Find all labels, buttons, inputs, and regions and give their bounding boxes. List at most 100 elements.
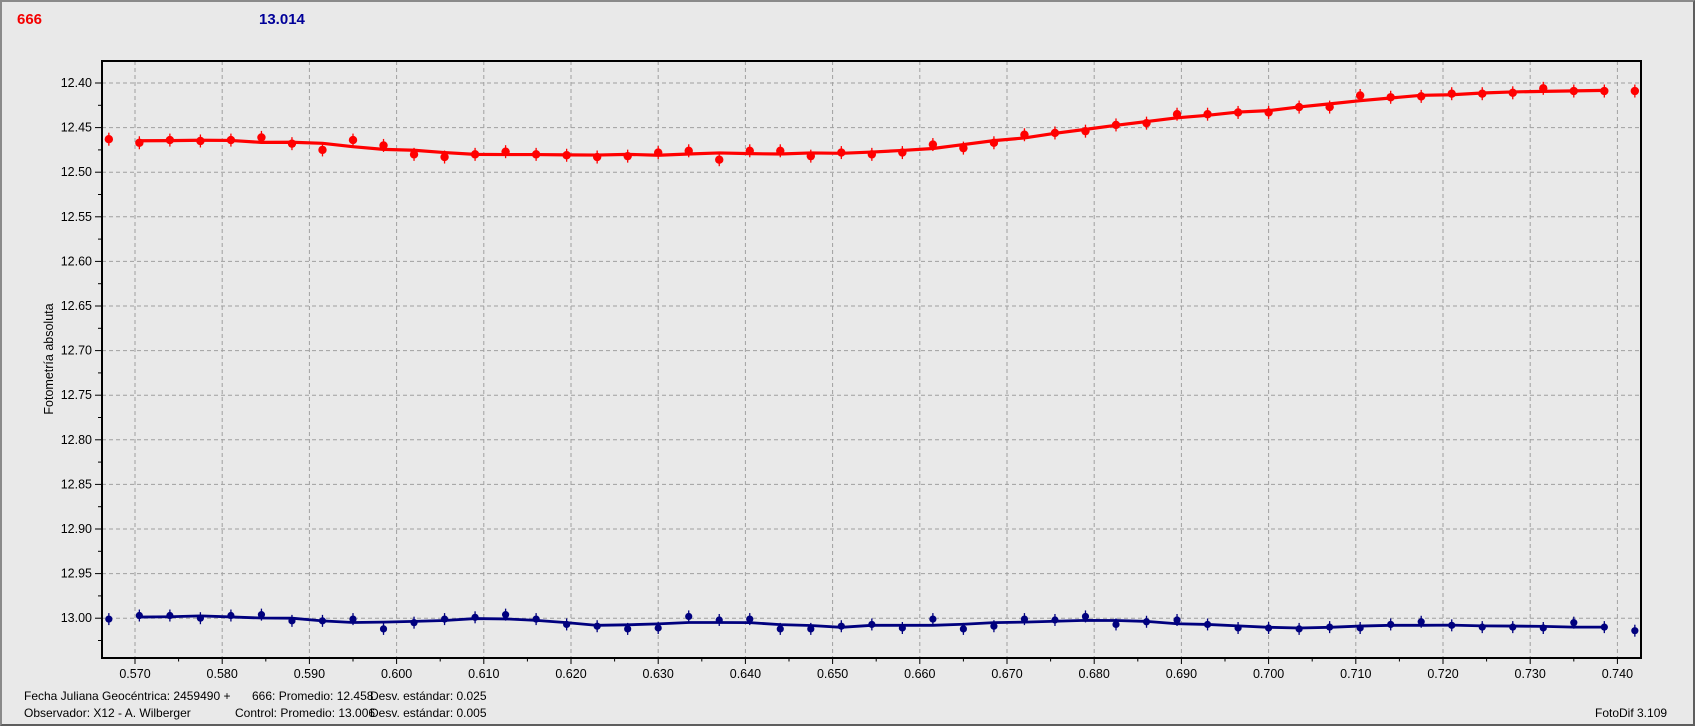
data-point-666: [562, 151, 571, 160]
svg-text:0.570: 0.570: [119, 667, 150, 681]
data-point-Control: [440, 615, 449, 623]
data-point-Control: [837, 622, 845, 630]
data-point-666: [1539, 84, 1548, 93]
svg-text:0.640: 0.640: [730, 667, 761, 681]
data-point-Control: [1265, 624, 1273, 632]
data-point-Control: [502, 611, 510, 619]
svg-text:0.680: 0.680: [1079, 667, 1110, 681]
svg-text:12.85: 12.85: [61, 477, 92, 491]
svg-text:0.740: 0.740: [1602, 667, 1633, 681]
data-point-Control: [990, 622, 998, 630]
svg-text:0.610: 0.610: [468, 667, 499, 681]
data-point-Control: [1173, 616, 1181, 624]
svg-text:0.730: 0.730: [1515, 667, 1546, 681]
data-point-666: [776, 146, 785, 155]
data-point-Control: [746, 615, 754, 623]
data-point-Control: [410, 619, 418, 627]
data-point-666: [1569, 86, 1579, 96]
data-point-666: [1142, 118, 1151, 128]
data-point-Control: [471, 613, 479, 621]
grid-lines: [102, 61, 1641, 658]
object-mean-label: 666: Promedio: 12.458: [252, 689, 374, 703]
data-point-Control: [1417, 618, 1425, 626]
svg-text:12.80: 12.80: [61, 433, 92, 447]
data-point-Control: [1570, 619, 1578, 627]
data-point-666: [1081, 126, 1090, 136]
control-mean-label: Control: Promedio: 13.006: [235, 706, 376, 720]
data-point-666: [104, 134, 114, 144]
svg-text:12.90: 12.90: [61, 522, 92, 536]
data-point-Control: [715, 616, 723, 624]
object-id-label: 666: [17, 11, 43, 28]
data-point-Control: [227, 611, 235, 620]
data-point-Control: [868, 620, 876, 629]
svg-text:12.45: 12.45: [61, 121, 92, 135]
data-point-Control: [1387, 620, 1395, 629]
data-point-666: [1203, 110, 1212, 119]
data-point-666: [501, 147, 510, 156]
data-point-666: [1172, 110, 1182, 119]
data-point-Control: [349, 615, 357, 623]
data-point-Control: [959, 625, 968, 633]
julian-date-label: Fecha Juliana Geocéntrica: 2459490 +: [24, 689, 231, 703]
data-point-Control: [1326, 623, 1334, 631]
trend-line-666: [139, 88, 1605, 157]
data-point-666: [654, 148, 663, 157]
data-point-666: [135, 138, 144, 147]
data-point-666: [165, 135, 175, 145]
data-point-666: [806, 151, 815, 161]
data-point-Control: [776, 625, 784, 633]
data-point-666: [470, 150, 480, 159]
data-point-666: [196, 136, 205, 146]
data-point-Control: [1539, 624, 1547, 632]
data-series: [104, 81, 1640, 637]
data-point-Control: [654, 624, 662, 632]
data-point-Control: [1356, 624, 1364, 632]
data-point-666: [440, 152, 449, 162]
data-point-666: [1355, 91, 1365, 100]
svg-text:12.70: 12.70: [61, 344, 92, 358]
data-point-Control: [929, 615, 937, 623]
svg-text:0.600: 0.600: [381, 667, 412, 681]
svg-text:12.65: 12.65: [61, 299, 92, 313]
data-point-666: [898, 148, 907, 157]
svg-text:0.590: 0.590: [294, 667, 325, 681]
data-point-666: [379, 141, 388, 150]
svg-text:12.75: 12.75: [61, 388, 92, 402]
data-point-666: [928, 140, 938, 149]
data-point-Control: [1203, 620, 1212, 629]
data-point-Control: [685, 612, 693, 621]
data-point-Control: [1142, 618, 1151, 626]
data-point-Control: [563, 620, 571, 629]
data-point-Control: [807, 625, 815, 633]
data-point-Control: [1600, 623, 1608, 631]
data-point-666: [1264, 108, 1273, 117]
data-point-Control: [1631, 627, 1639, 635]
data-point-Control: [624, 625, 632, 633]
plot-frame: [101, 60, 1642, 659]
data-point-666: [989, 138, 999, 147]
data-point-666: [684, 146, 693, 155]
data-point-666: [1447, 89, 1456, 98]
data-point-666: [1600, 86, 1609, 96]
data-point-666: [1111, 120, 1121, 130]
data-point-666: [1020, 130, 1029, 139]
control-magnitude-readout: 13.014: [259, 11, 305, 28]
svg-text:13.00: 13.00: [61, 611, 92, 625]
svg-text:0.580: 0.580: [207, 667, 238, 681]
data-point-666: [623, 151, 632, 161]
data-point-Control: [532, 615, 540, 623]
data-point-666: [1478, 89, 1487, 98]
svg-text:0.710: 0.710: [1340, 667, 1371, 681]
svg-text:12.55: 12.55: [61, 210, 92, 224]
data-point-666: [348, 135, 358, 145]
data-point-Control: [1051, 616, 1059, 624]
data-point-666: [715, 155, 724, 164]
data-point-666: [1508, 88, 1517, 98]
data-point-Control: [135, 611, 143, 620]
data-point-666: [1294, 102, 1304, 112]
data-point-666: [409, 150, 419, 159]
data-point-666: [1630, 86, 1640, 96]
